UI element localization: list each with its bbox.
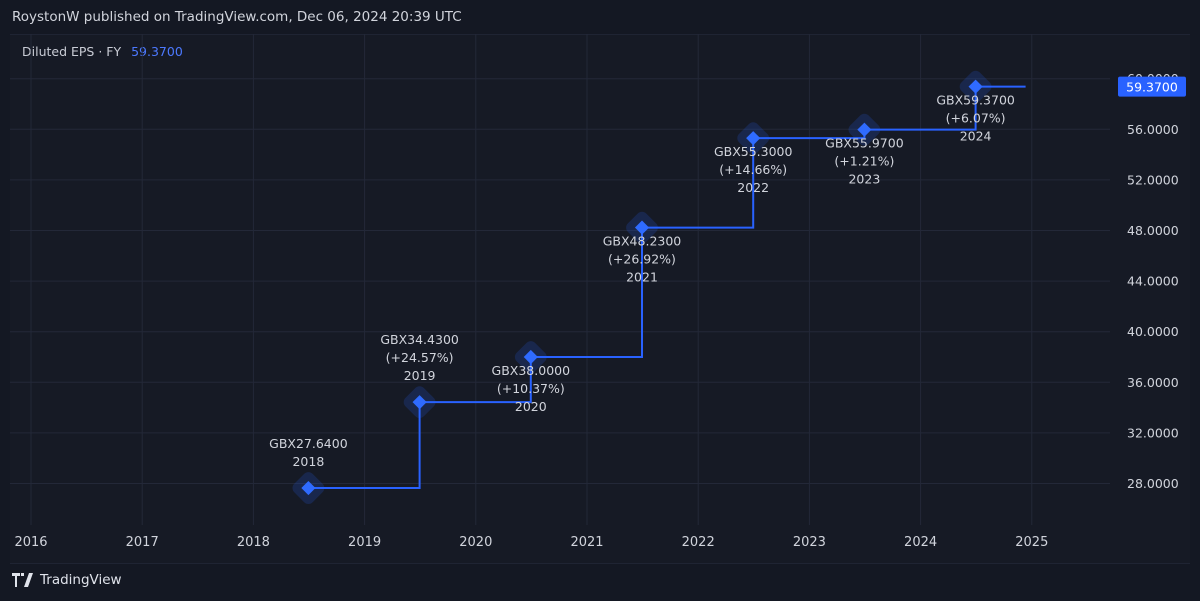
data-point-marker [968,79,983,94]
data-label: 2022 [737,180,769,195]
publisher-header: RoystonW published on TradingView.com, D… [0,0,1200,34]
data-labels: GBX27.6400 2018 GBX34.4300 (+24.57%) 2019 GBX… [269,93,1015,469]
y-tick-label: 44.0000 [1127,274,1179,289]
data-label: GBX59.3700 [936,93,1015,108]
x-tick-label: 2017 [126,535,159,550]
x-tick-label: 2019 [348,535,381,550]
data-label: GBX55.3000 [714,144,793,159]
x-tick-label: 2025 [1015,535,1048,550]
data-label: GBX38.0000 [492,363,571,378]
tradingview-footer[interactable]: TradingView [12,571,122,589]
y-tick-label: 32.0000 [1127,425,1179,440]
data-point-marker [857,122,872,137]
x-tick-label: 2023 [793,535,826,550]
data-point-marker [746,131,761,146]
data-label: 2021 [626,270,658,285]
y-tick-label: 28.0000 [1127,476,1179,491]
last-value-badge-text: 59.3700 [1126,80,1178,95]
data-point-marker [301,480,316,496]
x-axis-ticks: 2016 2017 2018 2019 2020 2021 2022 2023 2024 2025 [14,535,1048,550]
x-tick-label: 2016 [14,535,47,550]
brand-name: TradingView [40,572,122,588]
x-tick-label: 2018 [237,535,270,550]
y-tick-label: 48.0000 [1127,223,1179,238]
data-label: GBX48.2300 [603,234,682,249]
data-label: (+10.37%) [497,381,565,396]
data-label: GBX27.6400 [269,436,348,451]
y-tick-label: 56.0000 [1127,122,1179,137]
legend-label: Diluted EPS · FY [22,44,122,59]
data-label: 2020 [515,399,547,414]
data-label: (+14.66%) [719,162,787,177]
data-label: 2024 [960,129,992,144]
y-tick-label: 40.0000 [1127,324,1179,339]
series-legend[interactable]: Diluted EPS · FY 59.3700 [22,44,183,59]
data-label: GBX34.4300 [380,332,459,347]
legend-value: 59.3700 [131,44,183,59]
x-tick-label: 2022 [682,535,715,550]
tradingview-logo-icon [12,573,33,587]
x-tick-label: 2020 [459,535,492,550]
data-point-marker [412,395,427,410]
eps-series [292,70,1026,504]
grid-lines [10,34,1110,525]
y-axis-ticks: 28.0000 32.0000 36.0000 40.0000 44.0000 48.00… [1127,71,1179,491]
data-point-marker [523,349,538,365]
last-value-badge-bg [1118,76,1186,97]
data-point-marker [634,220,650,235]
data-label: 2023 [848,172,880,187]
data-label: (+24.57%) [386,350,454,365]
y-tick-label: 36.0000 [1127,375,1179,390]
data-label: GBX55.9700 [825,136,904,151]
x-tick-label: 2021 [570,535,603,550]
data-label: 2019 [404,368,436,383]
eps-step-line [308,85,1026,490]
last-value-badge: 59.3700 [1118,76,1186,97]
data-label: (+6.07%) [946,111,1006,126]
data-label: 2018 [292,454,324,469]
data-label: (+26.92%) [608,252,676,267]
data-label: (+1.21%) [834,154,894,169]
x-tick-label: 2024 [904,535,937,550]
publisher-text: RoystonW published on TradingView.com, D… [12,9,462,25]
y-tick-label: 52.0000 [1127,172,1179,187]
chart-panel[interactable] [10,34,1190,564]
